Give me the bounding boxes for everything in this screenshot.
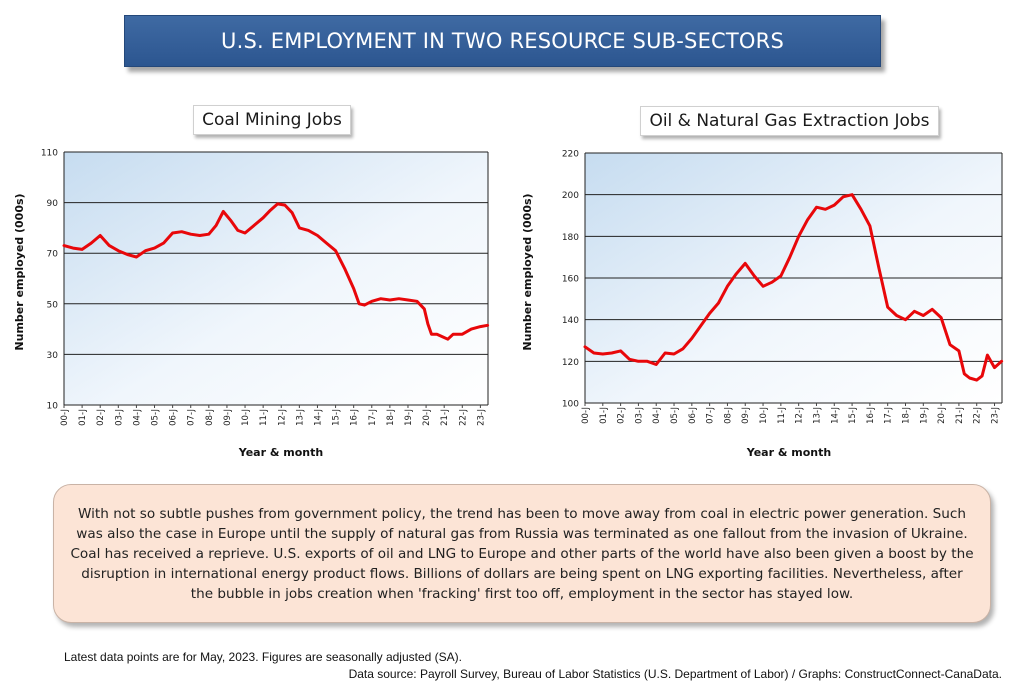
page-title-text: U.S. EMPLOYMENT IN TWO RESOURCE SUB-SECT…	[221, 29, 784, 53]
oil-y-tick-label: 200	[562, 191, 579, 201]
oil-x-tick-label: 01-J	[599, 407, 609, 424]
coal-y-tick-label: 10	[47, 402, 59, 412]
commentary-text: With not so subtle pushes from governmen…	[70, 505, 974, 602]
oil-x-tick-label: 21-J	[955, 407, 965, 424]
footnote-data-source: Data source: Payroll Survey, Bureau of L…	[348, 667, 1002, 681]
coal-x-tick-label: 15-J	[332, 409, 342, 426]
oil-x-tick-label: 07-J	[706, 407, 716, 424]
coal-y-tick-label: 110	[41, 149, 58, 159]
oil-x-axis-label: Year & month	[746, 446, 831, 459]
oil-x-tick-label: 11-J	[777, 407, 787, 424]
oil-x-tick-label: 22-J	[973, 407, 983, 424]
coal-x-tick-label: 03-J	[114, 409, 124, 426]
oil-series-line	[583, 193, 1004, 382]
coal-x-tick-label: 04-J	[132, 409, 142, 426]
oil-x-tick-label: 19-J	[919, 407, 929, 424]
coal-x-tick-label: 17-J	[368, 409, 378, 426]
oil-y-tick-label: 140	[562, 316, 579, 326]
oil-x-tick-label: 09-J	[741, 407, 751, 424]
oil-x-tick-label: 00-J	[581, 407, 591, 424]
oil-x-tick-label: 08-J	[723, 407, 733, 424]
coal-y-axis-label: Number employed (000s)	[13, 193, 26, 350]
oil-x-tick-label: 17-J	[884, 407, 894, 424]
coal-x-tick-label: 01-J	[78, 409, 88, 426]
oil-x-tick-label: 06-J	[688, 407, 698, 424]
oil-x-tick-label: 03-J	[634, 407, 644, 424]
coal-x-tick-label: 11-J	[259, 409, 269, 426]
coal-series-line	[62, 202, 490, 341]
oil-chart-title-text: Oil & Natural Gas Extraction Jobs	[649, 111, 930, 131]
coal-x-tick-label: 16-J	[350, 409, 360, 426]
oil-y-tick-label: 220	[562, 150, 579, 160]
coal-chart-title-text: Coal Mining Jobs	[202, 110, 342, 130]
coal-x-tick-label: 10-J	[241, 409, 251, 426]
oil-chart-title: Oil & Natural Gas Extraction Jobs	[640, 106, 939, 136]
coal-x-tick-label: 14-J	[313, 409, 323, 426]
oil-y-tick-label: 120	[562, 358, 579, 368]
commentary-box: With not so subtle pushes from governmen…	[53, 484, 991, 623]
coal-x-tick-label: 21-J	[440, 409, 450, 426]
coal-y-tick-label: 30	[47, 351, 59, 361]
oil-x-tick-label: 20-J	[937, 407, 947, 424]
footnote-latest-data: Latest data points are for May, 2023. Fi…	[64, 650, 462, 664]
coal-y-tick-label: 70	[47, 250, 59, 260]
oil-x-tick-label: 14-J	[830, 407, 840, 424]
coal-x-tick-label: 09-J	[223, 409, 233, 426]
coal-x-tick-label: 20-J	[422, 409, 432, 426]
oil-x-tick-label: 13-J	[812, 407, 822, 424]
coal-plot-area	[64, 152, 488, 405]
oil-y-tick-label: 160	[562, 275, 579, 285]
oil-x-tick-label: 18-J	[901, 407, 911, 424]
oil-y-axis-label: Number employed (000s)	[521, 193, 534, 350]
oil-x-tick-label: 12-J	[795, 407, 805, 424]
oil-x-tick-label: 10-J	[759, 407, 769, 424]
coal-x-tick-label: 12-J	[277, 409, 287, 426]
coal-x-tick-label: 19-J	[404, 409, 414, 426]
oil-y-tick-label: 100	[562, 400, 579, 410]
oil-x-tick-label: 04-J	[652, 407, 662, 424]
coal-x-axis-label: Year & month	[238, 446, 323, 459]
coal-y-tick-label: 90	[47, 199, 59, 209]
oil-x-tick-label: 05-J	[670, 407, 680, 424]
coal-x-tick-label: 18-J	[386, 409, 396, 426]
coal-y-tick-label: 50	[47, 300, 59, 310]
coal-x-tick-label: 02-J	[96, 409, 106, 426]
coal-x-tick-label: 22-J	[458, 409, 468, 426]
oil-y-tick-label: 180	[562, 233, 579, 243]
oil-x-tick-label: 16-J	[866, 407, 876, 424]
coal-x-tick-label: 06-J	[169, 409, 179, 426]
coal-x-tick-label: 23-J	[476, 409, 486, 426]
oil-x-tick-label: 02-J	[617, 407, 627, 424]
oil-x-tick-label: 15-J	[848, 407, 858, 424]
coal-x-tick-label: 07-J	[187, 409, 197, 426]
oil-x-tick-label: 23-J	[991, 407, 1001, 424]
page-title: U.S. EMPLOYMENT IN TWO RESOURCE SUB-SECT…	[124, 15, 881, 67]
coal-x-tick-label: 00-J	[60, 409, 70, 426]
charts-canvas: Number employed (000s) Year & month Numb…	[13, 149, 1004, 459]
coal-x-tick-label: 05-J	[151, 409, 161, 426]
coal-x-tick-label: 08-J	[205, 409, 215, 426]
coal-chart-title: Coal Mining Jobs	[193, 105, 351, 135]
coal-x-tick-label: 13-J	[295, 409, 305, 426]
